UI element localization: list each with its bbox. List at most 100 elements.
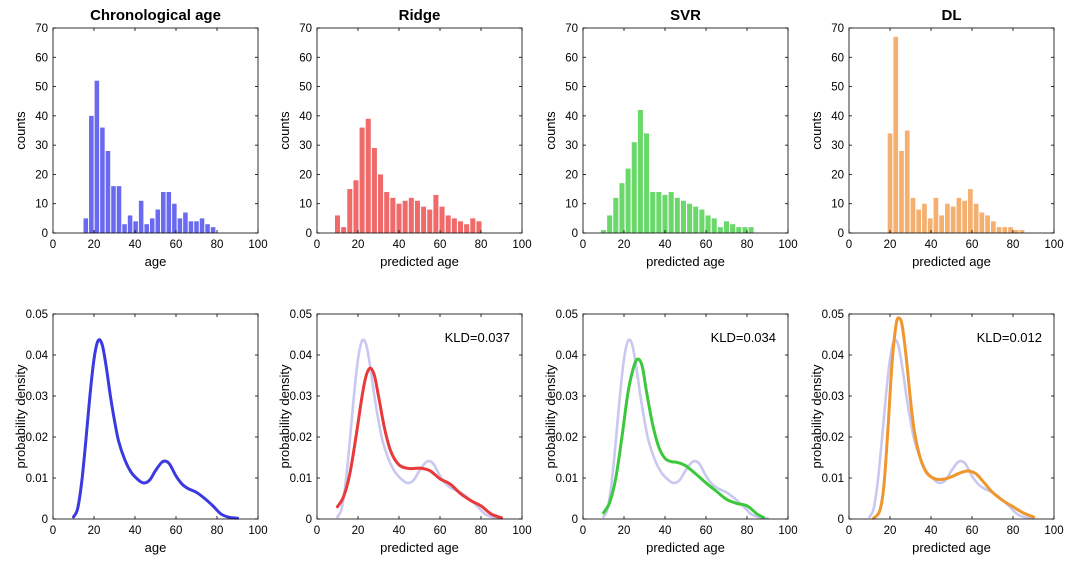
x-tick-label: 20 [884,239,897,251]
bar [916,209,922,233]
bar [149,218,155,233]
x-tick-label: 60 [434,239,447,251]
y-tick-label: 20 [35,169,48,181]
bar [365,118,371,233]
y-tick-label: 20 [831,169,844,181]
bar [990,221,996,233]
x-axis-label: predicted age [380,540,459,555]
x-tick-label: 40 [129,525,142,537]
x-tick-label: 60 [170,525,183,537]
bar [613,197,619,233]
x-tick-label: 40 [393,239,406,251]
bar [904,130,910,233]
bar [742,227,748,233]
y-tick-label: 0 [838,514,844,526]
density-line [602,357,765,519]
y-tick-label: 70 [299,23,312,35]
bar [705,215,711,233]
y-tick-label: 0 [572,514,578,526]
y-tick-label: 50 [565,82,578,94]
chart-panel-7: KLD=0.034 0 20 40 60 80 100 0 0.01 0.02 0.03 0.04 0.… [543,309,798,555]
bar [183,212,188,233]
bar [445,215,451,233]
x-tick-label: 80 [741,525,754,537]
y-tick-label: 10 [565,199,578,211]
y-tick-label: 10 [299,199,312,211]
x-tick-label: 0 [314,239,320,251]
bar [433,194,439,233]
bar [668,192,674,233]
y-tick-label: 50 [35,82,48,94]
x-axis-label: age [145,540,167,555]
y-tick-label: 0.01 [556,473,578,485]
density-line [336,366,503,520]
x-axis-label: predicted age [646,254,725,269]
bar [927,218,933,233]
y-axis-label: counts [13,111,28,150]
x-tick-label: 100 [248,239,267,251]
bar [83,218,89,233]
bar [476,221,482,233]
y-tick-label: 0.04 [26,350,49,362]
x-tick-label: 20 [618,525,631,537]
bar [384,192,390,233]
y-tick-label: 40 [565,111,578,123]
x-tick-label: 60 [434,525,447,537]
axes-frame [52,313,259,520]
y-tick-label: 30 [35,140,48,152]
bar [378,174,384,233]
chart-panel-6: KLD=0.037 0 20 40 60 80 100 0 0.01 0.02 0.03 0.04 0.… [277,309,532,555]
bar [956,197,962,233]
y-tick-label: 20 [299,169,312,181]
axes-frame [848,313,1055,520]
chart-title: Ridge [399,7,441,24]
chart-panel-8: KLD=0.012 0 20 40 60 80 100 0 0.01 0.02 0.03 0.04 0.… [809,309,1064,555]
y-tick-label: 30 [565,140,578,152]
x-tick-label: 40 [659,239,672,251]
bar [730,224,736,233]
bar [470,218,476,233]
chart-title: Chronological age [90,7,221,24]
x-tick-label: 0 [580,525,586,537]
axes-frame [582,313,789,520]
y-axis-label: probability density [13,364,28,469]
y-tick-label: 10 [831,199,844,211]
bar [1002,227,1008,233]
y-tick-label: 30 [831,140,844,152]
y-tick-label: 0.01 [290,473,312,485]
bar [619,183,625,233]
axes-frame [582,27,789,234]
bar [922,203,927,233]
bar [625,168,631,233]
y-tick-label: 50 [831,82,844,94]
bar [945,203,950,233]
y-tick-label: 0.02 [556,432,578,444]
bar [427,209,433,233]
x-tick-label: 80 [475,239,488,251]
y-tick-label: 0 [838,228,844,240]
bar [933,197,939,233]
reference-density-line [868,338,1035,520]
bar [973,203,979,233]
y-tick-label: 60 [831,52,844,64]
y-tick-label: 20 [565,169,578,181]
x-tick-label: 0 [50,525,56,537]
y-tick-label: 40 [35,111,48,123]
x-tick-label: 60 [966,525,979,537]
bar [1019,230,1025,233]
y-tick-label: 40 [831,111,844,123]
y-tick-label: 60 [565,52,578,64]
bar [371,148,377,233]
bar [188,221,194,233]
bar [172,203,177,233]
x-tick-label: 0 [50,239,56,251]
bar [899,151,904,233]
x-axis-label: predicted age [912,540,991,555]
bar [408,197,414,233]
x-axis-label: predicted age [912,254,991,269]
bar [390,197,396,233]
bar [396,203,402,233]
bar [205,224,210,233]
bar [421,206,427,233]
